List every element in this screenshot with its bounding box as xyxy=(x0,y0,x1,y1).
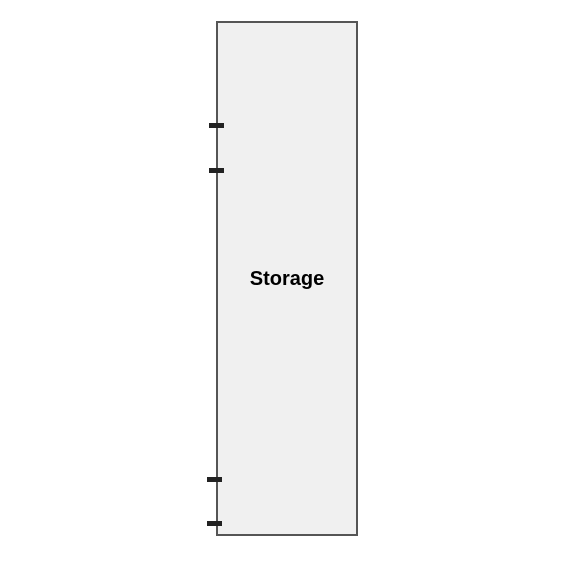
opening-marker-top-lower xyxy=(209,168,224,173)
room-label: Storage xyxy=(249,268,325,290)
opening-marker-bottom-lower xyxy=(207,521,222,526)
opening-marker-bottom-upper xyxy=(207,477,222,482)
storage-room xyxy=(216,21,358,536)
opening-marker-top-upper xyxy=(209,123,224,128)
